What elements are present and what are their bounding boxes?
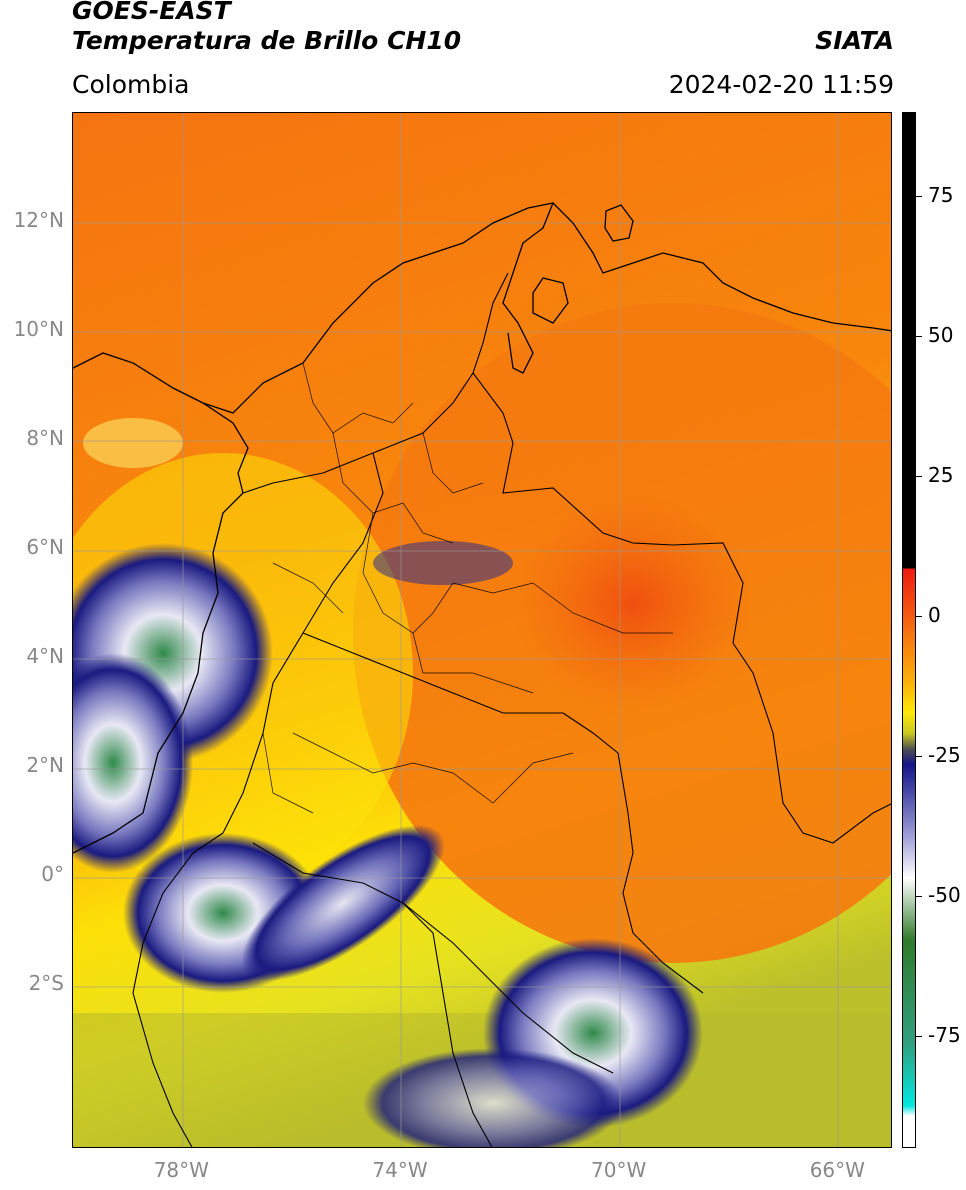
lat-tick-label: 0° [41,862,64,887]
colorbar [902,112,916,1148]
cloud-band-amazon [241,824,445,982]
colorbar-tick-mark [916,896,922,897]
colorbar-tick-mark [916,756,922,757]
title-line-1: GOES-EAST [72,0,231,25]
region-label: Colombia [72,70,190,99]
lon-tick-label: 70°W [591,1158,647,1182]
map-canvas [73,113,891,1147]
map-title: GOES-EAST Temperatura de Brillo CH10 [72,0,461,56]
datetime-label: 2024-02-20 11:59 [668,70,894,99]
map-panel [72,112,892,1148]
lat-tick-label: 10°N [13,317,64,342]
colorbar-tick-label: -50 [928,883,961,907]
lon-tick-label: 74°W [372,1158,428,1182]
lon-tick-label: 78°W [153,1158,209,1182]
cloud-cluster-andes [373,541,513,585]
cloud-cluster-pacific-south [73,653,193,873]
colorbar-gradient [903,113,915,1147]
colorbar-tick-mark [916,1036,922,1037]
graticule [73,113,891,1147]
colorbar-tick-label: 50 [928,323,954,347]
colorbar-canvas [903,113,915,1147]
lat-tick-label: 4°N [26,644,64,669]
cloud-cluster-panama [83,418,183,468]
colorbar-tick-mark [916,196,922,197]
lat-tick-label: 2°S [28,971,64,996]
title-line-2: Temperatura de Brillo CH10 [72,26,462,55]
country-borders [132,272,891,1147]
warm-core [513,493,753,713]
coastlines [73,202,891,854]
colorbar-tick-mark [916,616,922,617]
colorbar-tick-label: -25 [928,743,961,767]
colorbar-tick-mark [916,336,922,337]
lat-tick-label: 12°N [13,208,64,233]
colorbar-tick-mark [916,476,922,477]
colorbar-tick-label: 25 [928,463,954,487]
lat-tick-label: 2°N [26,753,64,778]
lat-tick-label: 6°N [26,535,64,560]
lat-tick-label: 8°N [26,426,64,451]
colorbar-tick-label: 0 [928,603,941,627]
cloud-cluster-south [363,1048,623,1147]
department-borders [262,362,673,814]
lon-tick-label: 66°W [809,1158,865,1182]
brand-label: SIATA [815,26,894,55]
colorbar-tick-label: -75 [928,1023,961,1047]
colorbar-tick-label: 75 [928,183,954,207]
